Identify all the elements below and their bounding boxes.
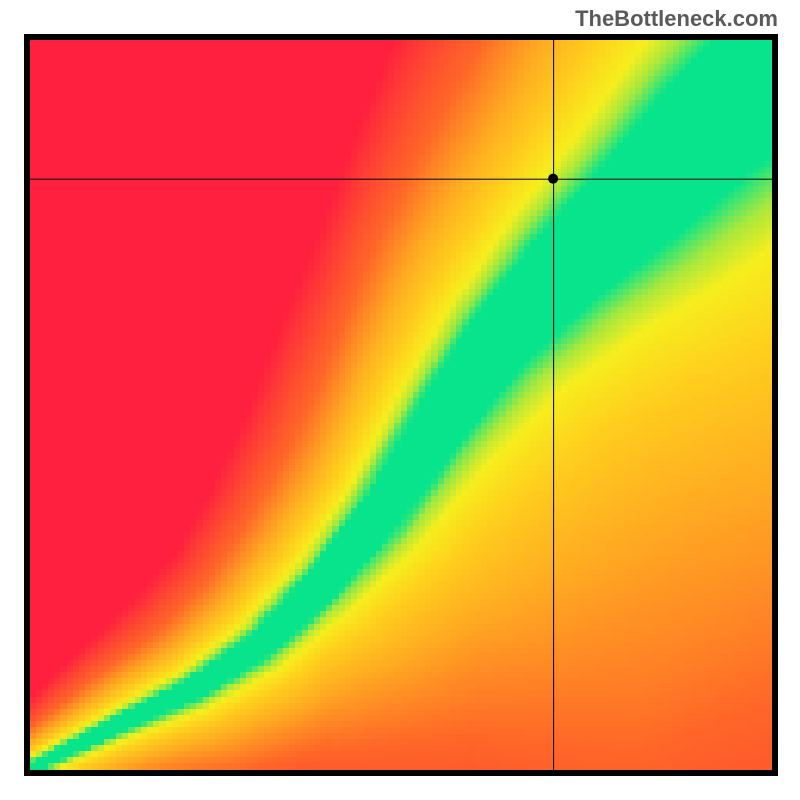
heatmap-canvas	[30, 40, 772, 770]
watermark-text: TheBottleneck.com	[575, 6, 778, 32]
plot-frame	[24, 34, 778, 776]
chart-container: TheBottleneck.com	[0, 0, 800, 800]
